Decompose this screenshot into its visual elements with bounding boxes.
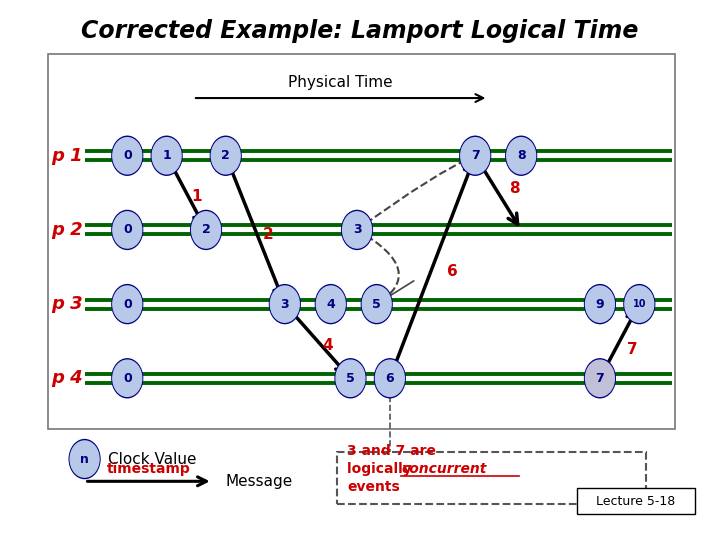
Circle shape bbox=[111, 210, 143, 250]
Circle shape bbox=[150, 136, 183, 176]
Text: 2: 2 bbox=[221, 149, 230, 162]
Text: 7: 7 bbox=[595, 372, 604, 385]
Text: 2: 2 bbox=[202, 224, 210, 237]
Text: p 4: p 4 bbox=[51, 369, 83, 387]
Text: 1: 1 bbox=[191, 190, 202, 205]
Text: Message: Message bbox=[226, 474, 293, 489]
Text: 3 and 7 are: 3 and 7 are bbox=[347, 444, 436, 458]
Circle shape bbox=[341, 210, 373, 250]
Text: 3: 3 bbox=[353, 224, 361, 237]
Text: timestamp: timestamp bbox=[107, 462, 191, 476]
Circle shape bbox=[507, 138, 536, 174]
Circle shape bbox=[111, 358, 143, 399]
Text: 9: 9 bbox=[595, 298, 604, 310]
Circle shape bbox=[192, 212, 220, 248]
Circle shape bbox=[190, 210, 222, 250]
Text: Physical Time: Physical Time bbox=[288, 75, 393, 90]
Circle shape bbox=[211, 138, 240, 174]
Circle shape bbox=[269, 284, 301, 325]
Text: Clock Value: Clock Value bbox=[107, 451, 196, 467]
Text: 7: 7 bbox=[627, 342, 638, 357]
Circle shape bbox=[113, 360, 142, 396]
Circle shape bbox=[210, 136, 242, 176]
Text: n: n bbox=[80, 453, 89, 465]
Circle shape bbox=[334, 358, 366, 399]
Text: 5: 5 bbox=[346, 372, 355, 385]
Circle shape bbox=[271, 286, 300, 322]
Text: 6: 6 bbox=[447, 264, 458, 279]
Circle shape bbox=[111, 284, 143, 325]
Text: 3: 3 bbox=[281, 298, 289, 310]
Text: p 2: p 2 bbox=[51, 221, 83, 239]
Circle shape bbox=[316, 286, 345, 322]
Circle shape bbox=[624, 284, 655, 325]
Circle shape bbox=[584, 284, 616, 325]
Text: 8: 8 bbox=[517, 149, 526, 162]
Circle shape bbox=[152, 138, 181, 174]
Text: 1: 1 bbox=[162, 149, 171, 162]
Text: events: events bbox=[347, 480, 400, 494]
Circle shape bbox=[505, 136, 537, 176]
Circle shape bbox=[70, 441, 99, 477]
Text: 4: 4 bbox=[326, 298, 335, 310]
Circle shape bbox=[584, 358, 616, 399]
Text: p 1: p 1 bbox=[51, 147, 83, 165]
Text: 5: 5 bbox=[372, 298, 381, 310]
Circle shape bbox=[374, 358, 406, 399]
Bar bbox=[338, 453, 646, 504]
Circle shape bbox=[68, 439, 101, 480]
Circle shape bbox=[459, 136, 491, 176]
Circle shape bbox=[585, 360, 614, 396]
Text: 7: 7 bbox=[471, 149, 480, 162]
Circle shape bbox=[111, 136, 143, 176]
Text: Corrected Example: Lamport Logical Time: Corrected Example: Lamport Logical Time bbox=[81, 19, 639, 43]
Text: concurrent: concurrent bbox=[401, 462, 487, 476]
Text: 8: 8 bbox=[509, 181, 520, 196]
Circle shape bbox=[113, 286, 142, 322]
Circle shape bbox=[362, 286, 391, 322]
Text: 0: 0 bbox=[123, 149, 132, 162]
Circle shape bbox=[375, 360, 405, 396]
Circle shape bbox=[461, 138, 490, 174]
Text: 0: 0 bbox=[123, 298, 132, 310]
Text: 4: 4 bbox=[322, 338, 333, 353]
Text: 2: 2 bbox=[263, 227, 274, 241]
Circle shape bbox=[625, 286, 654, 322]
Circle shape bbox=[315, 284, 347, 325]
Text: 0: 0 bbox=[123, 372, 132, 385]
Text: 10: 10 bbox=[633, 299, 646, 309]
Bar bbox=[577, 488, 695, 514]
Circle shape bbox=[113, 138, 142, 174]
Text: Lecture 5-18: Lecture 5-18 bbox=[596, 495, 675, 508]
Circle shape bbox=[113, 212, 142, 248]
Bar bbox=[48, 55, 675, 429]
Text: p 3: p 3 bbox=[51, 295, 83, 313]
Text: 0: 0 bbox=[123, 224, 132, 237]
Text: logically: logically bbox=[347, 462, 417, 476]
Text: 6: 6 bbox=[385, 372, 394, 385]
Circle shape bbox=[585, 286, 614, 322]
Circle shape bbox=[336, 360, 365, 396]
Circle shape bbox=[343, 212, 372, 248]
Circle shape bbox=[361, 284, 393, 325]
